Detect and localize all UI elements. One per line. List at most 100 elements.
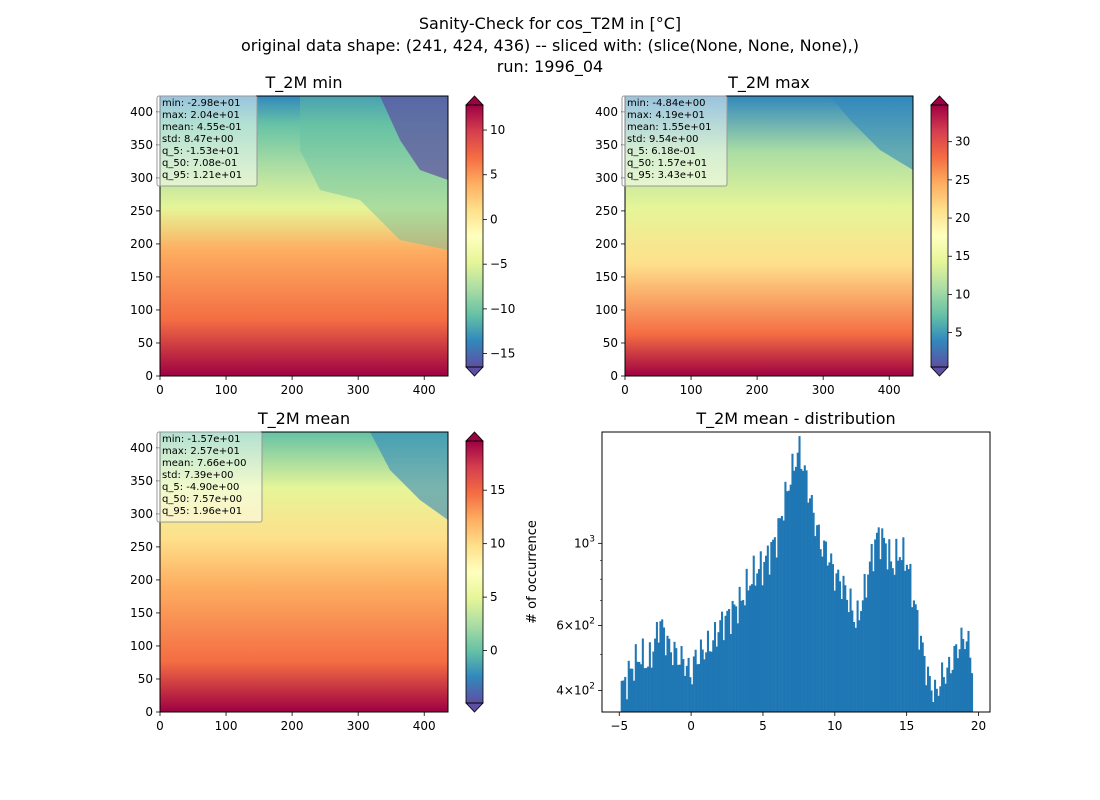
histogram-bar (689, 677, 692, 712)
histogram-bar (844, 585, 847, 712)
colorbar-tick-label: 30 (955, 135, 970, 149)
histogram-bar (775, 557, 778, 712)
stats-line: min: -4.84e+00 (627, 98, 706, 109)
histogram-bar (733, 604, 736, 712)
histogram-yticks: 4×102 6×102 103 (556, 534, 602, 698)
ytick-label: 50 (138, 672, 153, 686)
histogram-bar (835, 573, 838, 712)
panel-max-frame (624, 95, 914, 377)
histogram-bar (907, 569, 910, 712)
histogram-bar (821, 556, 824, 712)
histogram-bar (796, 452, 799, 712)
histogram-bar (768, 574, 771, 712)
histogram-bar (810, 495, 813, 712)
histogram-bar (728, 609, 731, 712)
histogram-bar (925, 685, 928, 712)
ytick-label: 350 (595, 138, 618, 152)
ytick-label: 300 (130, 507, 153, 521)
histogram-bar (763, 561, 766, 712)
stats-line: min: -2.98e+01 (162, 98, 241, 109)
xtick-label: 300 (347, 383, 370, 397)
histogram-bar (620, 680, 623, 712)
histogram-bar (622, 680, 625, 712)
panel-mean-stats-text: min: -1.57e+01 max: 2.57e+01 mean: 7.66e+0… (162, 434, 246, 517)
stats-line: mean: 4.55e-01 (162, 122, 242, 133)
histogram-bar (770, 542, 773, 712)
histogram-bar (657, 642, 660, 712)
panel-max-stats-text: min: -4.84e+00 max: 4.19e+01 mean: 1.55e+0… (627, 98, 711, 181)
histogram-bar (809, 498, 812, 712)
stats-line: q_95: 3.43e+01 (627, 170, 707, 181)
histogram-bar (779, 518, 782, 712)
histogram-bars (620, 436, 974, 712)
ytick-label: 100 (130, 303, 153, 317)
stats-line: q_5: -4.90e+00 (162, 482, 239, 493)
histogram-bar (890, 561, 893, 712)
panel-mean-colorbar-extend-bottom (465, 702, 484, 713)
histogram-bar (942, 677, 945, 712)
histogram-bar (735, 606, 738, 712)
xtick-label: 100 (215, 719, 238, 733)
ytick-label: 100 (130, 639, 153, 653)
panel-min-xticks: 0 100 200 300 400 (156, 376, 436, 397)
histogram-bar (659, 621, 662, 712)
histogram-bar (874, 539, 877, 712)
histogram-bar (655, 621, 658, 712)
ytick-label: 300 (595, 171, 618, 185)
stats-line: q_95: 1.96e+01 (162, 506, 242, 517)
histogram-bar (891, 568, 894, 712)
histogram-bar (951, 669, 954, 712)
histogram-bar (944, 683, 947, 712)
histogram-bar (682, 659, 685, 712)
histogram-bar (652, 651, 655, 712)
histogram-ytick-label: 103 (574, 534, 595, 550)
histogram-ytick-label: 6×102 (556, 616, 595, 632)
colorbar-tick-label: 15 (490, 483, 505, 497)
histogram-bar (962, 639, 965, 712)
histogram-xtick-label: 0 (687, 719, 695, 733)
histogram-bar (932, 702, 935, 712)
histogram-bar (860, 611, 863, 712)
histogram-bar (673, 641, 676, 712)
histogram-bar (777, 518, 780, 712)
histogram-bar (902, 537, 905, 712)
panel-mean-colorbar: 0 5 10 15 (465, 431, 505, 713)
panel-min-colorbar-extend-top (465, 95, 484, 106)
histogram-bar (743, 605, 746, 712)
stats-line: min: -1.57e+01 (162, 434, 241, 445)
stats-line: q_50: 1.57e+01 (627, 158, 707, 169)
histogram-bar (696, 664, 699, 712)
panel-mean-title: T_2M mean (257, 409, 350, 429)
panel-min: T_2M min 0 100 200 300 400 05010015020025030… (130, 73, 515, 397)
histogram-bar (638, 661, 641, 712)
histogram-bar (756, 573, 759, 712)
histogram-bar (794, 466, 798, 712)
histogram-bar (934, 679, 937, 712)
histogram-bar (662, 627, 665, 712)
histogram-bar (801, 470, 805, 712)
panel-max-yticks: 0 50 100 150 200 250 300 350 400 (595, 105, 625, 383)
histogram-bar (765, 555, 768, 712)
panel-mean-cold-region (370, 432, 448, 520)
stats-line: std: 8.47e+00 (162, 134, 234, 145)
histogram-bar (823, 540, 826, 712)
histogram-bar (884, 543, 887, 712)
histogram-bar (654, 638, 657, 712)
histogram-bar (886, 569, 889, 712)
histogram-bar (882, 537, 886, 712)
histogram-bar (861, 600, 864, 712)
histogram-bar (712, 640, 715, 712)
histogram-bar (664, 655, 667, 712)
xtick-label: 100 (215, 383, 238, 397)
ytick-label: 400 (595, 105, 618, 119)
histogram-bar (928, 675, 931, 712)
histogram-bar (699, 639, 702, 712)
xtick-label: 0 (156, 383, 164, 397)
histogram-bar (752, 555, 755, 712)
histogram-bar (798, 436, 801, 712)
histogram-bar (666, 635, 669, 712)
xtick-label: 200 (281, 719, 304, 733)
stats-line: max: 2.57e+01 (162, 446, 240, 457)
histogram-bar (722, 640, 725, 712)
histogram-bar (640, 664, 643, 712)
